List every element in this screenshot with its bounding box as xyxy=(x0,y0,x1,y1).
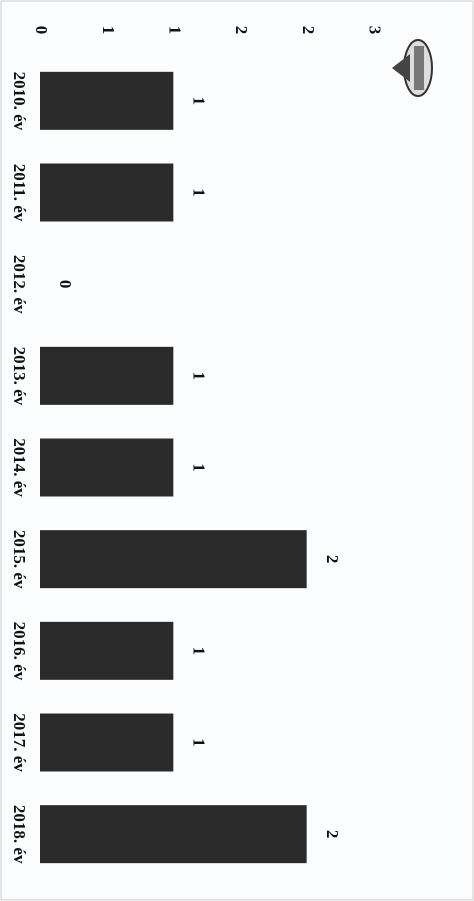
bar xyxy=(40,346,174,405)
value-tick-label: 2 xyxy=(232,26,251,35)
category-label: 2015. év xyxy=(10,530,29,589)
bar xyxy=(40,163,174,222)
logo xyxy=(392,39,433,97)
bar xyxy=(40,805,307,864)
data-label: 0 xyxy=(56,280,75,289)
category-label: 2010. év xyxy=(10,72,29,131)
category-label: 2014. év xyxy=(10,438,29,497)
category-label: 2013. év xyxy=(10,347,29,406)
bar xyxy=(40,438,174,497)
value-tick-label: 0 xyxy=(32,26,51,35)
category-label: 2018. év xyxy=(10,805,29,864)
value-tick-label: 1 xyxy=(99,26,118,35)
category-label: 2012. év xyxy=(10,255,29,314)
bar xyxy=(40,530,307,589)
data-label: 2 xyxy=(323,555,342,564)
category-label: 2017. év xyxy=(10,713,29,772)
category-label: 2016. év xyxy=(10,622,29,681)
value-tick-label: 1 xyxy=(165,26,184,35)
data-label: 1 xyxy=(189,188,208,197)
value-tick-label: 3 xyxy=(365,26,384,35)
bar xyxy=(40,713,174,772)
bar xyxy=(40,621,174,680)
bar xyxy=(40,71,174,130)
data-label: 2 xyxy=(323,830,342,839)
data-label: 1 xyxy=(189,647,208,656)
value-tick-label: 2 xyxy=(299,26,318,35)
data-label: 1 xyxy=(189,463,208,472)
category-label: 2011. év xyxy=(10,164,29,222)
data-label: 1 xyxy=(189,372,208,381)
data-label: 1 xyxy=(189,97,208,106)
data-label: 1 xyxy=(189,738,208,747)
